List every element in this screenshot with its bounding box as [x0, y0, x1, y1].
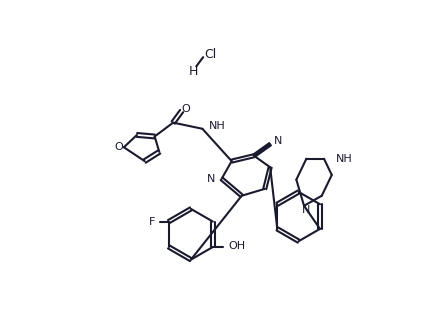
Text: N: N: [301, 205, 310, 216]
Text: OH: OH: [228, 241, 246, 251]
Text: N: N: [207, 174, 216, 184]
Text: F: F: [149, 216, 155, 227]
Text: N: N: [274, 136, 282, 146]
Text: NH: NH: [209, 121, 225, 131]
Text: H: H: [188, 64, 198, 77]
Text: O: O: [115, 142, 124, 152]
Text: O: O: [182, 104, 191, 114]
Text: Cl: Cl: [205, 48, 217, 61]
Text: NH: NH: [336, 154, 352, 164]
